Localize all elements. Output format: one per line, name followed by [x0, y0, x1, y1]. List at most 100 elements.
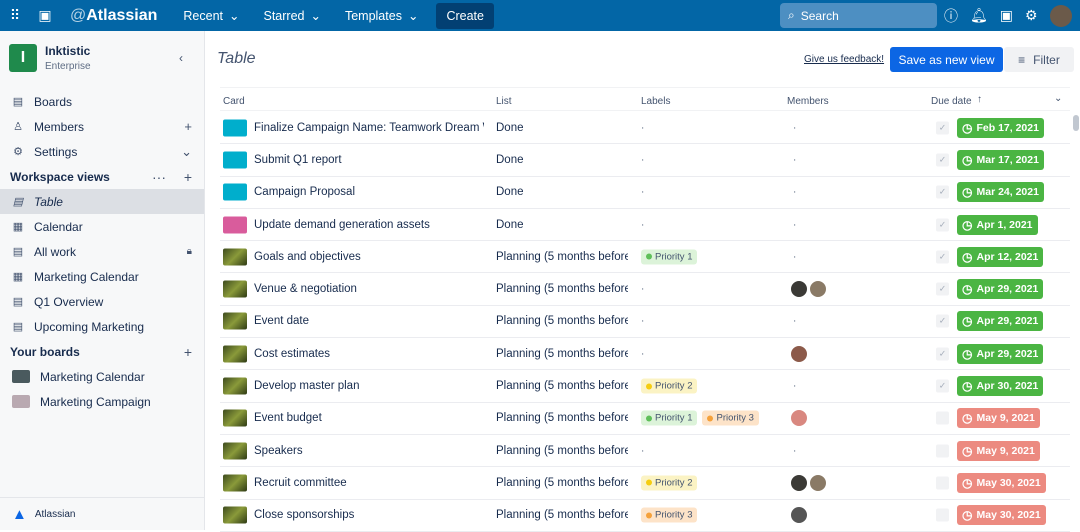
chevron-left-icon[interactable]: ‹ [179, 51, 183, 65]
label-badge[interactable]: Priority 3 [641, 507, 698, 523]
card-name[interactable]: Goals and objectives [254, 250, 361, 263]
due-complete-checkbox[interactable]: ✓ [936, 153, 949, 167]
table-row[interactable]: Speakers Planning (5 months before) · · ◷ May… [220, 435, 1070, 468]
create-button[interactable]: Create [436, 2, 494, 29]
card-name[interactable]: Submit Q1 report [254, 153, 342, 166]
app-switcher-icon[interactable]: ⠿ [9, 7, 21, 23]
feedback-link[interactable]: Give us feedback! [804, 54, 885, 65]
member-avatar[interactable] [790, 280, 808, 299]
due-complete-checkbox[interactable] [936, 476, 949, 490]
search-input[interactable]: ⌕ Search [780, 3, 937, 28]
info-icon[interactable]: ⓘ [944, 7, 958, 24]
nav-starred[interactable]: Starred ⌄ [251, 8, 332, 24]
sidebar-item-members[interactable]: ♙ Members + [0, 114, 204, 139]
label-badge[interactable]: Priority 2 [641, 378, 698, 394]
table-row[interactable]: Venue & negotiation Planning (5 months be… [220, 273, 1070, 306]
sidebar-item-boards[interactable]: ▤ Boards [0, 89, 204, 114]
column-labels[interactable]: Labels [641, 96, 671, 107]
due-date-badge[interactable]: ◷ Apr 29, 2021 [957, 279, 1044, 300]
column-members[interactable]: Members [787, 96, 829, 107]
table-row[interactable]: Cost estimates Planning (5 months before)… [220, 338, 1070, 371]
briefcase-icon[interactable]: ▣ [999, 7, 1014, 23]
card-name[interactable]: Recruit committee [254, 476, 347, 489]
sort-ascending-icon[interactable]: ↑ [977, 94, 982, 105]
card-name[interactable]: Event budget [254, 412, 322, 425]
sidebar-view-q1-overview[interactable]: ▤ Q1 Overview [0, 289, 204, 314]
table-row[interactable]: Event budget Planning (5 months before) Pr… [220, 403, 1070, 435]
card-name[interactable]: Cost estimates [254, 347, 331, 360]
card-name[interactable]: Venue & negotiation [254, 283, 357, 296]
member-avatar[interactable] [809, 473, 827, 492]
due-complete-checkbox[interactable]: ✓ [936, 218, 949, 232]
more-icon[interactable]: ··· [152, 168, 166, 185]
sidebar-view-marketing-calendar[interactable]: ▦ Marketing Calendar [0, 264, 204, 289]
card-name[interactable]: Speakers [254, 444, 303, 457]
member-avatar[interactable] [790, 473, 808, 492]
column-list[interactable]: List [496, 96, 512, 107]
due-complete-checkbox[interactable] [936, 444, 949, 458]
due-complete-checkbox[interactable] [936, 508, 949, 522]
column-card[interactable]: Card [223, 96, 245, 107]
sidebar-view-upcoming-marketing[interactable]: ▤ Upcoming Marketing [0, 314, 204, 339]
sidebar-board[interactable]: Marketing Calendar [0, 364, 204, 389]
nav-recent[interactable]: Recent ⌄ [171, 8, 251, 24]
chevron-down-icon[interactable]: ⌄ [181, 143, 192, 159]
due-date-badge[interactable]: ◷ May 9, 2021 [957, 408, 1040, 429]
table-row[interactable]: Event date Planning (5 months before) · · ✓ ◷… [220, 306, 1070, 339]
plus-icon[interactable]: + [184, 119, 192, 134]
table-row[interactable]: Submit Q1 report Done · · ✓ ◷ Mar 17, 2021 [220, 144, 1070, 177]
due-date-badge[interactable]: ◷ Apr 29, 2021 [957, 343, 1044, 364]
bell-icon[interactable]: 🔔︎ [970, 7, 988, 23]
due-date-badge[interactable]: ◷ May 30, 2021 [957, 472, 1046, 493]
card-name[interactable]: Update demand generation assets [254, 218, 430, 231]
due-date-badge[interactable]: ◷ May 30, 2021 [957, 505, 1046, 526]
column-due-date[interactable]: Due date [931, 96, 972, 107]
avatar[interactable] [1049, 4, 1072, 27]
plus-icon[interactable]: + [183, 168, 192, 185]
due-date-badge[interactable]: ◷ Apr 30, 2021 [957, 376, 1044, 397]
nav-templates[interactable]: Templates ⌄ [333, 8, 430, 24]
due-complete-checkbox[interactable]: ✓ [936, 314, 949, 328]
save-as-new-view-button[interactable]: Save as new view [890, 47, 1003, 72]
trello-home-icon[interactable]: ▣ [38, 7, 52, 23]
card-name[interactable]: Event date [254, 315, 309, 328]
filter-button[interactable]: ≡ Filter [1004, 47, 1074, 72]
table-row[interactable]: Recruit committee Planning (5 months befo… [220, 467, 1070, 500]
card-name[interactable]: Develop master plan [254, 380, 360, 393]
table-row[interactable]: Campaign Proposal Done · · ✓ ◷ Mar 24, 2021 [220, 177, 1070, 209]
due-complete-checkbox[interactable] [936, 411, 949, 425]
due-complete-checkbox[interactable]: ✓ [936, 347, 949, 361]
sidebar-item-settings[interactable]: ⚙ Settings ⌄ [0, 139, 204, 164]
table-row[interactable]: Close sponsorships Planning (5 months bef… [220, 500, 1070, 532]
due-date-badge[interactable]: ◷ Apr 12, 2021 [957, 246, 1044, 267]
card-name[interactable]: Close sponsorships [254, 509, 355, 522]
due-complete-checkbox[interactable]: ✓ [936, 121, 949, 135]
sidebar-view-calendar[interactable]: ▦ Calendar [0, 214, 204, 239]
due-complete-checkbox[interactable]: ✓ [936, 282, 949, 296]
chevron-down-icon[interactable]: ⌄ [1054, 93, 1063, 104]
table-row[interactable]: Develop master plan Planning (5 months be… [220, 370, 1070, 403]
label-badge[interactable]: Priority 1 [641, 410, 698, 426]
member-avatar[interactable] [809, 280, 827, 299]
due-date-badge[interactable]: ◷ Mar 17, 2021 [957, 149, 1044, 170]
gear-icon[interactable]: ⚙ [1025, 7, 1038, 23]
member-avatar[interactable] [790, 409, 808, 428]
due-date-badge[interactable]: ◷ Mar 24, 2021 [957, 182, 1044, 203]
due-complete-checkbox[interactable]: ✓ [936, 250, 949, 264]
table-row[interactable]: Goals and objectives Planning (5 months b… [220, 241, 1070, 274]
due-date-badge[interactable]: ◷ May 9, 2021 [957, 440, 1040, 461]
atlassian-logo[interactable]: @Atlassian [70, 7, 157, 25]
plus-icon[interactable]: + [183, 343, 192, 360]
label-badge[interactable]: Priority 2 [641, 475, 698, 491]
due-complete-checkbox[interactable]: ✓ [936, 379, 949, 393]
label-badge[interactable]: Priority 3 [702, 410, 759, 426]
sidebar-view-all-work[interactable]: ▤ All work 🔒︎ [0, 239, 204, 264]
due-date-badge[interactable]: ◷ Apr 29, 2021 [957, 311, 1044, 332]
due-date-badge[interactable]: ◷ Apr 1, 2021 [957, 214, 1038, 235]
member-avatar[interactable] [790, 506, 808, 525]
card-name[interactable]: Finalize Campaign Name: Teamwork Dream W… [254, 121, 484, 134]
table-row[interactable]: Finalize Campaign Name: Teamwork Dream W… [220, 112, 1070, 145]
due-complete-checkbox[interactable]: ✓ [936, 185, 949, 199]
scrollbar[interactable] [1073, 115, 1079, 131]
label-badge[interactable]: Priority 1 [641, 249, 698, 265]
